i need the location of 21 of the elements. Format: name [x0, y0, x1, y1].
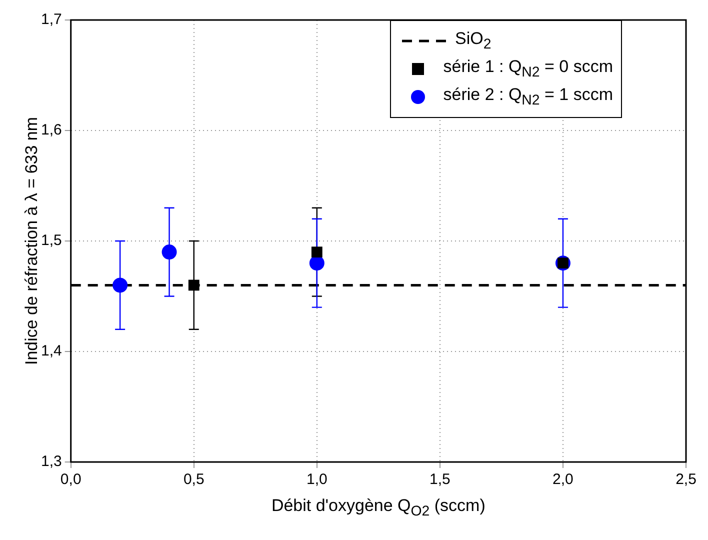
point — [311, 246, 322, 258]
x-tick-label: 2,5 — [676, 471, 696, 488]
y-tick-label: 1,3 — [40, 453, 62, 470]
point — [188, 280, 200, 291]
x-axis-title: Débit d'oxygène Q$_{O2}$ (sccm) — [270, 496, 486, 520]
y-tick-label: 1,7 — [40, 11, 62, 28]
y-axis-title: Indice de réfraction à λ = 633 nm — [22, 116, 42, 366]
x-tick-label: 0,0 — [60, 471, 82, 488]
point — [309, 256, 324, 271]
y-tick-label: 1,5 — [40, 232, 62, 250]
y-tick-label: 1,6 — [40, 122, 62, 139]
y-tick-label: 1,4 — [40, 342, 62, 360]
x-tick-label: 2,0 — [552, 471, 574, 488]
legend-label: série 1 : Q$_{N2}$ = 0 sccm — [443, 57, 613, 81]
x-tick-label: 1,0 — [306, 471, 328, 488]
x-tick-label: 0,5 — [183, 471, 204, 488]
point — [162, 244, 177, 260]
x-tick-label: 1,5 — [430, 471, 450, 488]
legend-label: série 2 : Q$_{N2}$ = 1 sccm — [443, 85, 613, 109]
legend-label: SiO$_{2}$ — [455, 29, 492, 53]
point — [112, 278, 128, 293]
